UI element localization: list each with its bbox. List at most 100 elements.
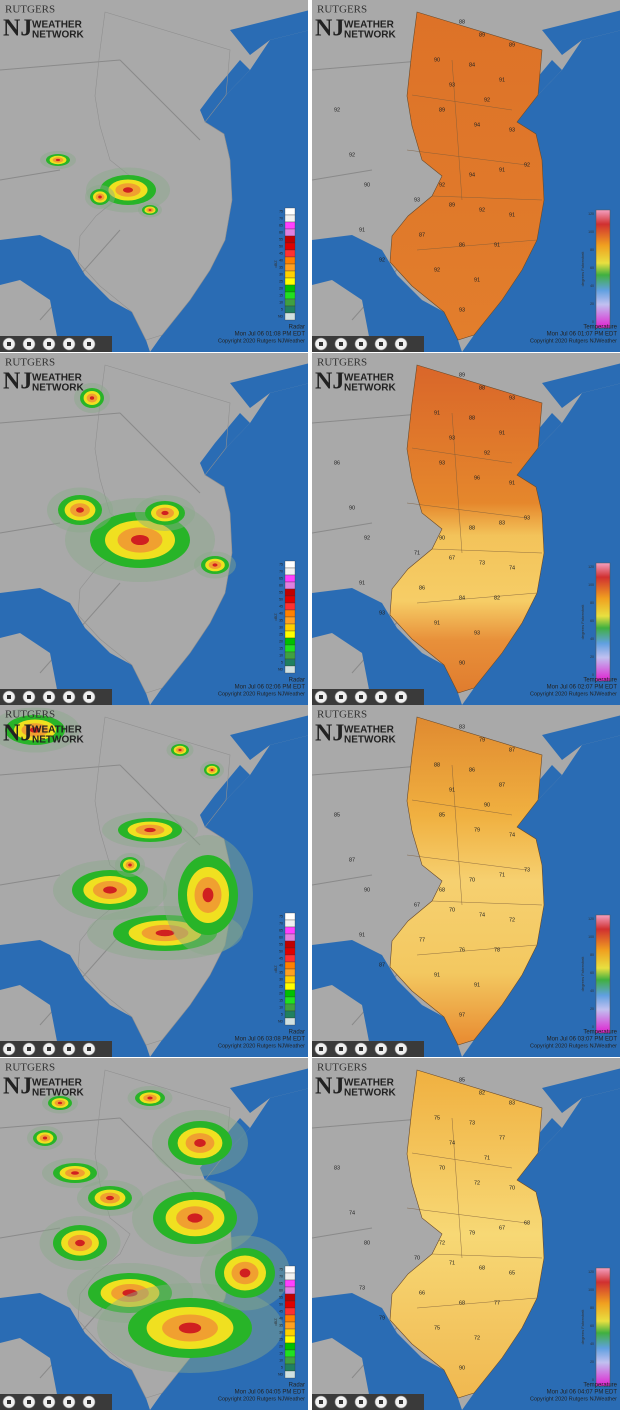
- legend-level: 25: [279, 984, 283, 988]
- map-panel: 89 88 93 91 88 91 93 92 93 96 91 93 83 88 90 71 67 73 74 86…: [312, 353, 620, 705]
- water: [462, 1088, 620, 1410]
- legend-swatch: [284, 975, 296, 984]
- scale-tick: 40: [590, 284, 594, 288]
- station-temp: 91: [494, 242, 500, 248]
- legend-level: 15: [279, 646, 283, 650]
- legend-swatch: [284, 961, 296, 970]
- radar-echo: [147, 1096, 153, 1100]
- station-temp: 87: [379, 962, 385, 968]
- brand-network: NETWORK: [32, 735, 84, 746]
- brand-network: NETWORK: [32, 383, 84, 394]
- station-temp: 86: [334, 460, 340, 466]
- station-temp: 84: [469, 62, 475, 68]
- map-canvas: [0, 0, 308, 352]
- legend-swatch: [284, 996, 296, 1005]
- scale-unit: degrees Fahrenheit: [580, 956, 585, 992]
- station-temp: 91: [474, 982, 480, 988]
- scale-tick: 120: [588, 565, 594, 569]
- water: [462, 383, 620, 705]
- legend-swatch: [284, 665, 296, 674]
- water: [150, 383, 308, 705]
- legend-level: 20: [279, 639, 283, 643]
- map-panel: 75 70 65 60 55 50 45 40 35 30 25 20 15 10 5 ND dBZ RUTGER…: [0, 705, 308, 1057]
- button-icon: [379, 695, 383, 699]
- legend-level: 25: [279, 279, 283, 283]
- station-temp: 87: [499, 782, 505, 788]
- brand-network: NETWORK: [32, 30, 84, 41]
- station-temp: 93: [459, 307, 465, 313]
- station-temp: 96: [474, 475, 480, 481]
- legend-swatch: [284, 312, 296, 321]
- map-panel: 75 70 65 60 55 50 45 40 35 30 25 20 15 10 5 ND dBZ RUTGER…: [0, 0, 308, 352]
- station-temp: 94: [474, 122, 480, 128]
- scale-tick: 40: [590, 1342, 594, 1346]
- legend-unit: dBZ: [273, 260, 278, 268]
- station-temp: 93: [449, 82, 455, 88]
- county-line: [406, 149, 528, 166]
- legend-swatch: [284, 249, 296, 258]
- new-jersey-outline: [77, 11, 233, 341]
- button-icon: [379, 1400, 383, 1404]
- station-temp: 71: [499, 872, 505, 878]
- station-temp: 72: [439, 1240, 445, 1246]
- legend-level: 50: [279, 244, 283, 248]
- legend-level: 70: [279, 921, 283, 925]
- legend-swatch: [284, 1321, 296, 1330]
- station-temp: 83: [459, 724, 465, 730]
- map-canvas: 89 88 93 91 88 91 93 92 93 96 91 93 83 88 90 71 67 73 74 86…: [312, 353, 620, 705]
- legend-swatch: [284, 1307, 296, 1316]
- brand-weather: WEATHER: [32, 20, 83, 31]
- station-temp: 77: [499, 1135, 505, 1141]
- scale-tick: 0: [592, 320, 594, 324]
- brand-network: NETWORK: [344, 30, 396, 41]
- station-temp: 91: [509, 480, 515, 486]
- legend-level: 20: [279, 1344, 283, 1348]
- legend-swatch: [284, 982, 296, 991]
- station-temp: 68: [479, 1265, 485, 1271]
- station-temp: 87: [349, 857, 355, 863]
- legend-level: 75: [279, 1267, 283, 1271]
- temp-scale: [595, 209, 611, 329]
- station-temp: 89: [509, 42, 515, 48]
- station-temp: 90: [459, 660, 465, 666]
- scale-tick: 120: [588, 917, 594, 921]
- state-line: [0, 764, 121, 776]
- legend-swatch: [284, 1314, 296, 1323]
- legend-swatch: [284, 256, 296, 265]
- county-line: [451, 412, 463, 554]
- button-icon: [27, 1400, 31, 1404]
- legend-level: 10: [279, 1358, 283, 1362]
- button-icon: [87, 1400, 91, 1404]
- radar-echo: [239, 1268, 251, 1278]
- station-temp: 73: [524, 867, 530, 873]
- radar-echo: [128, 863, 132, 867]
- legend-swatch: [284, 1017, 296, 1026]
- legend-level: 65: [279, 576, 283, 580]
- legend-swatch: [284, 588, 296, 597]
- legend-swatch: [284, 947, 296, 956]
- legend-level: 15: [279, 293, 283, 297]
- legend-level: 75: [279, 914, 283, 918]
- legend-level: 75: [279, 209, 283, 213]
- station-temp: 93: [379, 610, 385, 616]
- map-canvas: 85 82 83 75 73 77 74 71 70 72 70 68 67 79 72 70 71 68 65 66…: [312, 1058, 620, 1410]
- brand-nj: NJ: [315, 1074, 344, 1100]
- legend-swatch: [284, 651, 296, 660]
- legend-swatch: [284, 567, 296, 576]
- map-label: Radar: [289, 678, 305, 684]
- legend-level: 65: [279, 223, 283, 227]
- legend-swatch: [284, 616, 296, 625]
- station-temp: 92: [334, 107, 340, 113]
- water: [200, 60, 250, 122]
- button-icon: [399, 1400, 403, 1404]
- legend-level: 70: [279, 569, 283, 573]
- legend-level: 60: [279, 935, 283, 939]
- legend-level: 45: [279, 604, 283, 608]
- scale-tick: 40: [590, 989, 594, 993]
- copyright: Copyright 2020 Rutgers NJWeather: [530, 1043, 617, 1049]
- station-temp: 72: [509, 917, 515, 923]
- station-temp: 90: [484, 802, 490, 808]
- legend-swatch: [284, 602, 296, 611]
- legend-swatch: [284, 214, 296, 223]
- legend-level: 15: [279, 1351, 283, 1355]
